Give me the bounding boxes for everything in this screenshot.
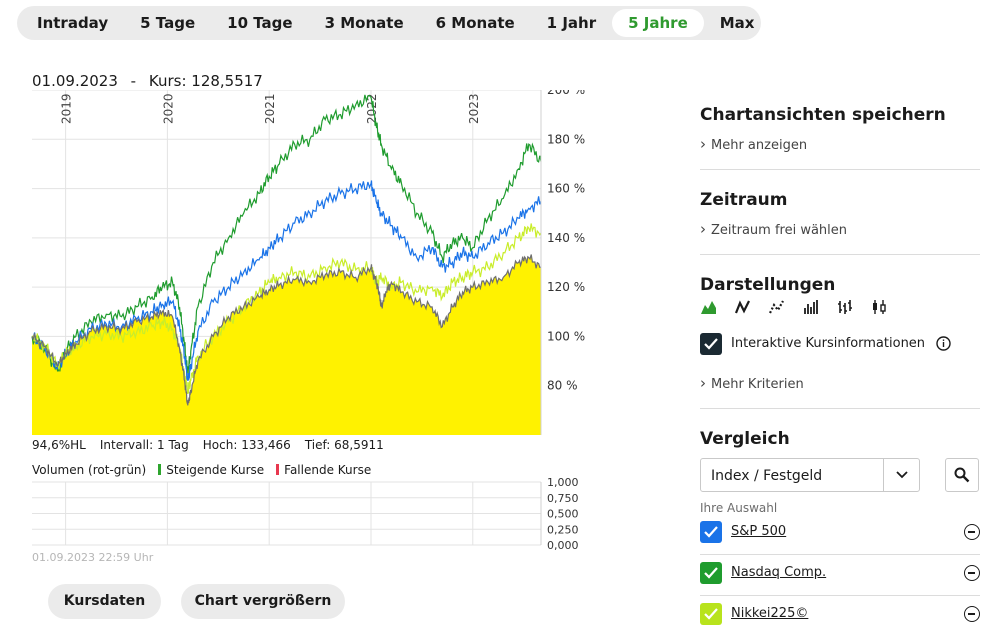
- divider: [700, 169, 980, 170]
- legend-rising-label: Steigende Kurse: [166, 463, 265, 477]
- search-button[interactable]: [945, 458, 979, 492]
- legend-falling: Fallende Kurse: [276, 463, 371, 477]
- comparison-label[interactable]: Nikkei225©: [731, 606, 809, 621]
- ohlc-chart-icon[interactable]: [836, 298, 854, 316]
- timestamp: 01.09.2023 22:59 Uhr: [32, 551, 154, 564]
- volume-y-tick-label: 0,000: [547, 539, 579, 552]
- y-tick-label: 200 %: [547, 90, 585, 97]
- falling-marker: [276, 464, 280, 475]
- kursdaten-button[interactable]: Kursdaten: [48, 584, 161, 619]
- line-series: [31, 223, 542, 394]
- stat-hl: 94,6%HL: [32, 438, 86, 452]
- line-chart-icon[interactable]: [734, 298, 752, 316]
- comparison-label[interactable]: S&P 500: [731, 524, 787, 539]
- x-tick-label: 2019: [60, 93, 74, 124]
- check-icon: [704, 526, 718, 538]
- headline-date: 01.09.2023: [32, 72, 118, 90]
- legend-falling-label: Fallende Kurse: [284, 463, 372, 477]
- remove-circle-icon[interactable]: [964, 524, 980, 540]
- divider: [700, 408, 980, 409]
- line-series: [31, 254, 542, 406]
- volume-y-tick-label: 0,500: [547, 508, 579, 521]
- comparison-checkbox[interactable]: [700, 603, 722, 625]
- darstellungen-title: Darstellungen: [700, 275, 836, 295]
- y-tick-label: 160 %: [547, 182, 585, 196]
- line-series: [31, 180, 542, 381]
- candlestick-chart-icon[interactable]: [870, 298, 888, 316]
- volume-y-tick-label: 0,750: [547, 492, 579, 505]
- rising-marker: [158, 464, 162, 475]
- comparison-select-value: Index / Festgeld: [711, 468, 823, 484]
- chart-enlarge-button[interactable]: Chart vergrößern: [181, 584, 345, 619]
- interactive-info-checkbox[interactable]: [700, 333, 722, 355]
- y-tick-label: 100 %: [547, 329, 585, 343]
- more-criteria-link[interactable]: Mehr Kriterien: [700, 374, 804, 392]
- legend-rising: Steigende Kurse: [158, 463, 264, 477]
- comparison-checkbox[interactable]: [700, 562, 722, 584]
- remove-circle-icon[interactable]: [964, 565, 980, 581]
- display-type-icons: [700, 298, 888, 316]
- vergleich-title: Vergleich: [700, 429, 790, 449]
- price-headline: 01.09.2023 - Kurs: 128,5517: [32, 72, 271, 90]
- comparison-label[interactable]: Nasdaq Comp.: [731, 565, 827, 580]
- stat-intervall: Intervall: 1 Tag: [99, 438, 189, 452]
- tab-intraday[interactable]: Intraday: [37, 14, 109, 32]
- selection-label: Ihre Auswahl: [700, 501, 778, 515]
- y-tick-label: 180 %: [547, 132, 585, 146]
- tab-3-monate[interactable]: 3 Monate: [324, 14, 404, 32]
- tab-5-tage[interactable]: 5 Tage: [140, 14, 196, 32]
- remove-circle-icon[interactable]: [964, 606, 980, 622]
- period-tabs: Intraday 5 Tage 10 Tage 3 Monate 6 Monate 1 J…: [17, 6, 761, 40]
- tab-5-jahre[interactable]: 5 Jahre: [612, 9, 704, 37]
- tab-1-jahr[interactable]: 1 Jahr: [546, 14, 597, 32]
- check-icon: [704, 567, 718, 579]
- y-tick-label: 140 %: [547, 231, 585, 245]
- comparison-checkbox[interactable]: [700, 521, 722, 543]
- show-more-link[interactable]: Mehr anzeigen: [700, 135, 807, 153]
- dotted-line-chart-icon[interactable]: [768, 298, 786, 316]
- divider: [700, 254, 980, 255]
- x-tick-label: 2023: [467, 93, 481, 124]
- custom-range-link[interactable]: Zeitraum frei wählen: [700, 220, 847, 238]
- chart-stats: 94,6%HL Intervall: 1 Tag Hoch: 133,466 T…: [32, 438, 384, 452]
- volume-title: Volumen (rot-grün): [32, 463, 147, 477]
- headline-kurs: Kurs: 128,5517: [148, 72, 263, 90]
- x-tick-label: 2020: [161, 93, 175, 124]
- stat-hoch: Hoch: 133,466: [202, 438, 291, 452]
- price-chart[interactable]: 2019 2020 2021 2022 2023 80 % 100 % 120 % 140 % 1…: [0, 90, 600, 438]
- volume-y-tick-label: 1,000: [547, 476, 579, 489]
- bar-chart-icon[interactable]: [802, 298, 820, 316]
- headline-separator: -: [130, 72, 137, 90]
- save-views-title: Chartansichten speichern: [700, 105, 946, 125]
- interactive-info-label: Interaktive Kursinformationen: [731, 336, 926, 351]
- check-icon: [704, 338, 718, 350]
- zeitraum-title: Zeitraum: [700, 190, 788, 210]
- x-tick-label: 2021: [263, 93, 277, 124]
- tab-10-tage[interactable]: 10 Tage: [227, 14, 293, 32]
- volume-chart: 1,000 0,750 0,500 0,250 0,000: [32, 476, 579, 552]
- volume-legend: Volumen (rot-grün) Steigende Kurse Falle…: [32, 463, 371, 477]
- info-icon[interactable]: [936, 336, 951, 351]
- volume-y-tick-label: 0,250: [547, 523, 579, 536]
- x-tick-label: 2022: [365, 93, 379, 124]
- tab-6-monate[interactable]: 6 Monate: [435, 14, 515, 32]
- chevron-down-icon[interactable]: [883, 459, 919, 491]
- check-icon: [704, 608, 718, 620]
- comparison-select[interactable]: Index / Festgeld: [700, 458, 920, 492]
- tab-max[interactable]: Max: [719, 14, 755, 32]
- search-icon: [954, 467, 970, 483]
- area-series: [32, 254, 541, 435]
- y-tick-label: 120 %: [547, 280, 585, 294]
- stat-tief: Tief: 68,5911: [304, 438, 384, 452]
- divider: [700, 595, 980, 596]
- line-series: [31, 94, 542, 377]
- area-chart-icon[interactable]: [700, 298, 718, 316]
- y-tick-label: 80 %: [547, 379, 578, 393]
- divider: [700, 554, 980, 555]
